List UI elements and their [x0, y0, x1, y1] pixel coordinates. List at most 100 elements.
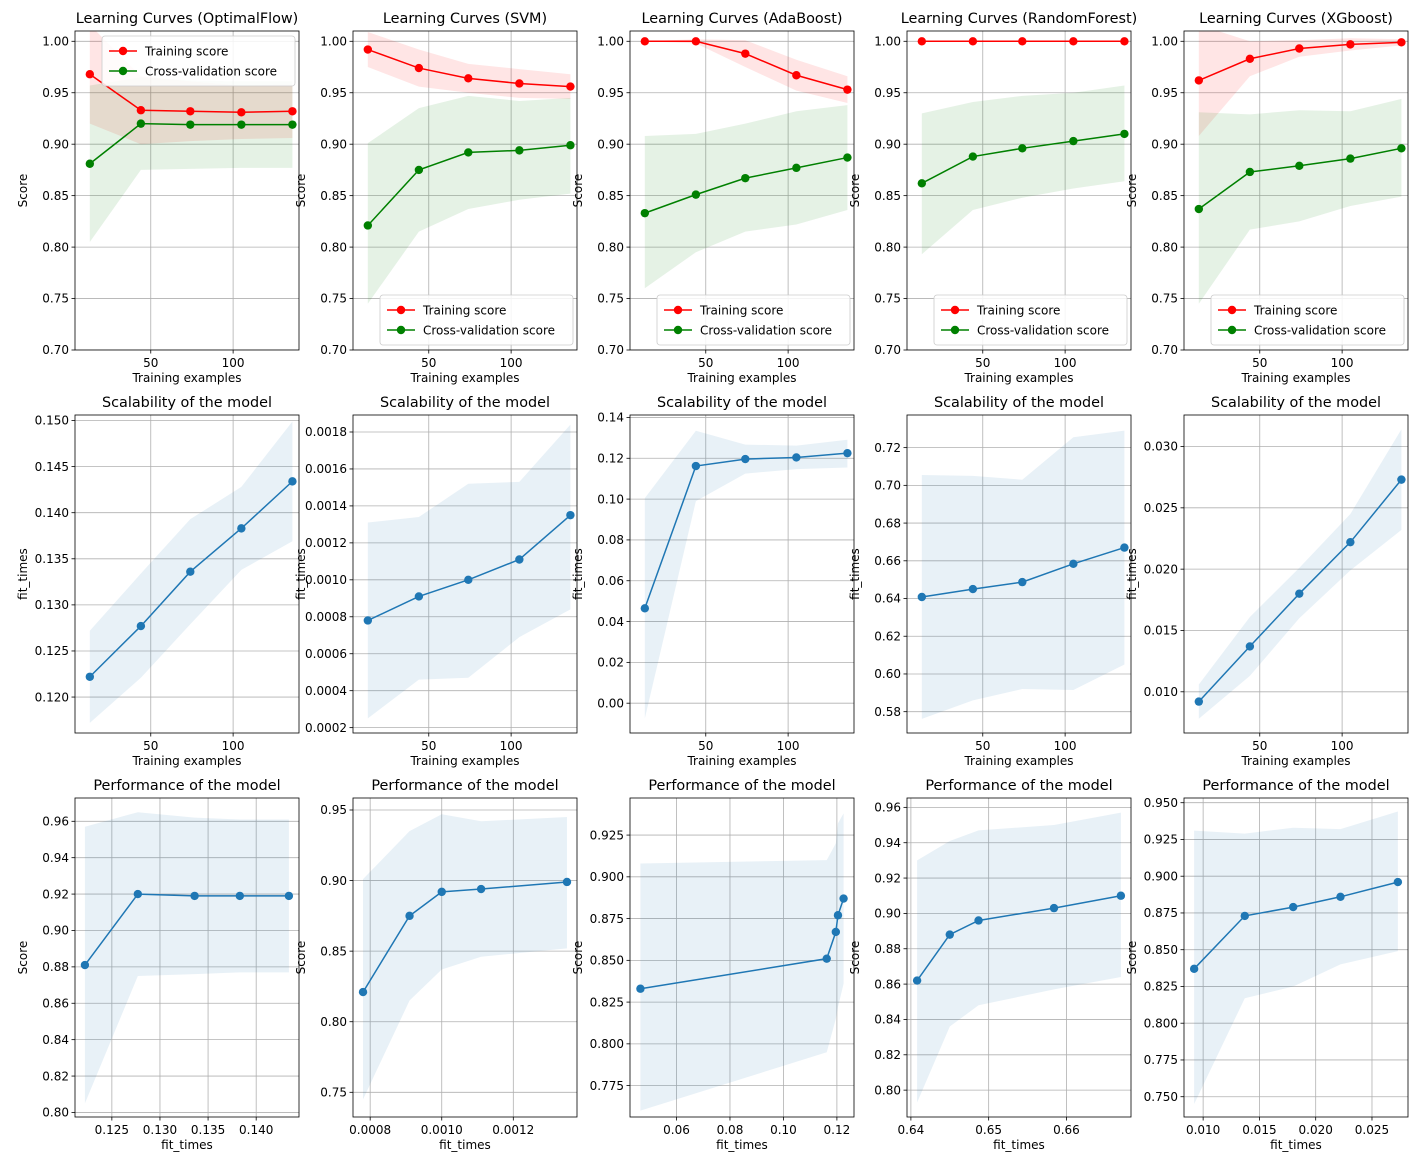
y-tick-label: 1.00: [1151, 34, 1178, 48]
y-tick-label: 0.82: [874, 1048, 901, 1062]
y-tick-label: 0.00: [597, 696, 624, 710]
y-tick-label: 0.90: [597, 137, 624, 151]
y-tick-label: 0.62: [874, 629, 901, 643]
confidence-band-1: [89, 77, 293, 242]
data-point: [136, 106, 146, 115]
x-axis-label: Training examples: [131, 754, 241, 768]
data-point: [691, 461, 701, 471]
x-axis-label: Training examples: [409, 754, 519, 768]
legend-label: Cross-validation score: [977, 323, 1109, 337]
x-axis-label: fit_times: [716, 1138, 768, 1152]
plot-area: [353, 798, 577, 1117]
data-point: [1120, 129, 1129, 139]
data-point: [1069, 559, 1078, 569]
y-tick-label: 0.95: [320, 803, 347, 817]
x-tick-label: 100: [1331, 356, 1354, 370]
data-point: [792, 163, 801, 173]
data-point: [912, 976, 922, 985]
plot-area: [907, 798, 1131, 1117]
confidence-band-0: [1198, 429, 1402, 719]
y-tick-label: 0.12: [597, 451, 624, 465]
y-tick-label: 0.0012: [305, 536, 347, 550]
grid: [630, 415, 854, 733]
confidence-band-1: [367, 95, 571, 304]
legend-marker: [396, 325, 406, 335]
y-tick-label: 0.95: [874, 86, 901, 100]
grid: [907, 415, 1131, 733]
confidence-band-0: [921, 430, 1125, 719]
x-axis-label: Training examples: [963, 371, 1073, 385]
subplot-1-2: 0.00 0.02 0.04 0.06 0.08 0.10 0.12 0.14 50 100 Sca…: [571, 395, 855, 768]
plot-area: [75, 798, 299, 1117]
data-point: [1120, 543, 1129, 552]
data-point: [839, 894, 848, 903]
y-tick-label: 0.80: [42, 1106, 69, 1120]
y-tick-label: 0.135: [35, 552, 69, 566]
y-tick-label: 0.75: [597, 292, 624, 306]
x-tick-label: 50: [698, 739, 713, 753]
x-tick-label: 0.06: [663, 1123, 690, 1137]
legend: Training score Cross-validation score: [1210, 294, 1405, 346]
y-axis-label: Score: [848, 174, 862, 208]
legend-marker: [396, 305, 406, 315]
x-tick-label: 50: [698, 356, 713, 370]
y-tick-label: 0.85: [1151, 189, 1178, 203]
legend-marker: [673, 305, 683, 315]
x-tick-label: 50: [1252, 356, 1267, 370]
y-tick-label: 0.66: [874, 554, 901, 568]
y-tick-label: 0.875: [590, 912, 624, 926]
data-point: [1245, 54, 1255, 63]
data-point: [1346, 154, 1355, 163]
data-point: [414, 592, 424, 601]
y-tick-label: 0.75: [42, 292, 69, 306]
subplot-title: Scalability of the model: [380, 395, 550, 411]
y-tick-label: 0.70: [597, 343, 624, 357]
x-tick-label: 50: [975, 356, 990, 370]
y-tick-label: 0.90: [42, 137, 69, 151]
y-tick-label: 0.030: [1144, 440, 1178, 454]
data-point: [1397, 144, 1406, 153]
y-tick-label: 0.145: [35, 460, 69, 474]
y-tick-label: 0.75: [874, 292, 901, 306]
y-tick-label: 0.95: [320, 86, 347, 100]
y-tick-label: 0.94: [42, 851, 69, 865]
data-point: [1069, 136, 1078, 146]
subplot-title: Scalability of the model: [1211, 395, 1381, 411]
y-tick-label: 0.04: [597, 615, 624, 629]
x-tick-label: 100: [1054, 356, 1077, 370]
legend-box: [656, 294, 851, 346]
data-point: [566, 510, 575, 520]
y-tick-label: 0.900: [1144, 869, 1178, 883]
y-tick-label: 0.82: [42, 1069, 69, 1083]
y-tick-label: 0.84: [42, 1033, 69, 1047]
y-tick-label: 0.96: [42, 814, 69, 828]
confidence-band-0: [84, 812, 289, 1104]
confidence-band-1: [921, 85, 1125, 255]
data-point: [1346, 537, 1355, 547]
data-point: [515, 146, 524, 155]
y-tick-label: 0.120: [35, 690, 69, 704]
data-point: [237, 524, 246, 533]
subplot-2-4: 0.750 0.775 0.800 0.825 0.850 0.875 0.900 0.925…: [1125, 778, 1409, 1152]
y-tick-label: 0.75: [1151, 292, 1178, 306]
x-axis-label: fit_times: [439, 1138, 491, 1152]
y-axis-label: Score: [1125, 174, 1139, 208]
data-point: [691, 190, 701, 199]
data-point: [237, 120, 246, 129]
data-point: [917, 592, 927, 602]
data-point: [968, 152, 978, 161]
legend-marker: [950, 325, 960, 335]
y-tick-label: 0.130: [35, 598, 69, 612]
data-point: [288, 477, 297, 486]
legend: Training score Cross-validation score: [101, 35, 296, 87]
data-point: [363, 45, 373, 54]
data-point: [833, 911, 843, 920]
legend-label: Training score: [699, 303, 783, 317]
x-tick-label: 0.66: [1053, 1123, 1080, 1137]
data-point: [136, 119, 146, 128]
y-tick-label: 0.88: [874, 942, 901, 956]
x-tick-label: 0.140: [239, 1123, 273, 1137]
y-tick-label: 0.010: [1144, 685, 1178, 699]
legend-label: Cross-validation score: [423, 323, 555, 337]
x-tick-label: 50: [421, 356, 436, 370]
